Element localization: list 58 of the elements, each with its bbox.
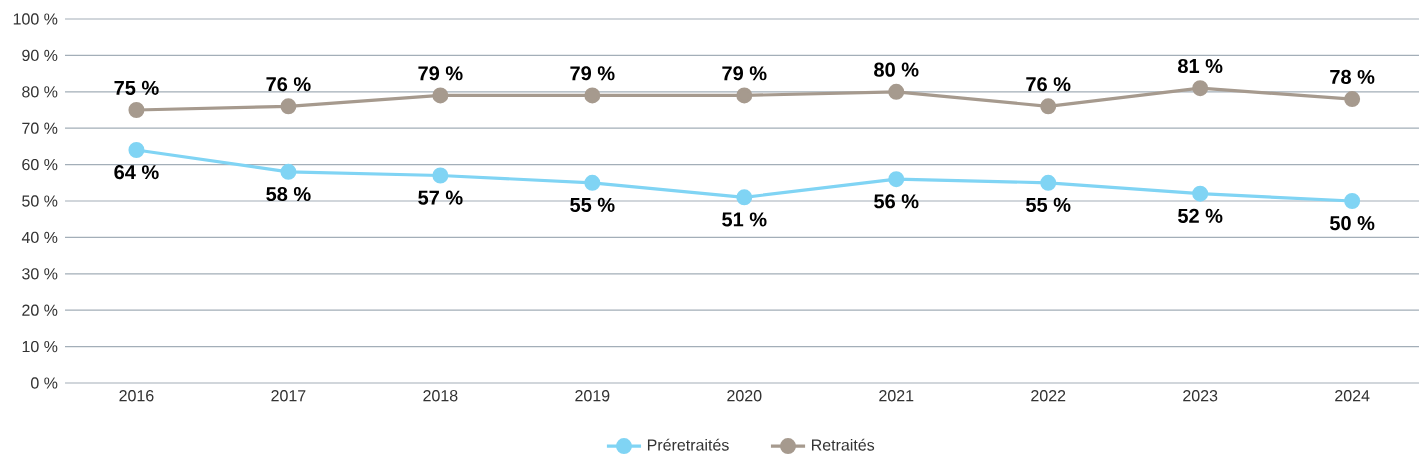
- y-tick-label: 40 %: [21, 231, 58, 244]
- point: [1192, 185, 1209, 202]
- y-tick-label: 100 %: [13, 13, 58, 25]
- data-label: 76 %: [1026, 77, 1071, 92]
- y-tick-label: 0 %: [31, 377, 58, 389]
- legend-label: Retraités: [812, 438, 875, 451]
- data-label: 50 %: [1329, 216, 1375, 231]
- point: [736, 189, 753, 206]
- point: [280, 163, 297, 180]
- data-label: 52 %: [1178, 208, 1223, 223]
- data-label: 81 %: [1178, 58, 1223, 74]
- point: [1344, 91, 1361, 108]
- y-tick-label: 80 %: [22, 86, 58, 98]
- x-tick-label: 2024: [1335, 390, 1370, 402]
- y-tick-label: 60 %: [22, 158, 58, 171]
- data-label: 55 %: [1026, 197, 1071, 212]
- point: [1040, 174, 1057, 191]
- data-label: 75 %: [114, 80, 159, 95]
- y-tick-label: 10 %: [22, 340, 58, 353]
- data-label: 64 %: [114, 165, 159, 180]
- point: [1192, 80, 1209, 97]
- point: [888, 171, 905, 188]
- point: [432, 87, 449, 104]
- x-tick-label: 2016: [119, 390, 154, 402]
- x-tick-label: 2020: [727, 390, 762, 402]
- data-label: 55 %: [570, 197, 615, 212]
- y-tick-label: 70 %: [22, 122, 58, 134]
- point: [736, 87, 753, 104]
- y-tick-label: 50 %: [22, 195, 58, 207]
- point: [128, 101, 145, 118]
- x-tick-label: 2019: [575, 390, 610, 402]
- x-tick-label: 2022: [1031, 390, 1066, 402]
- legend-label: Préretraités: [647, 438, 729, 451]
- data-label: 58 %: [266, 186, 311, 202]
- data-label: 78 %: [1330, 69, 1375, 84]
- y-tick-label: 90 %: [22, 49, 58, 62]
- x-tick-label: 2017: [271, 390, 306, 402]
- data-label: 51 %: [722, 212, 767, 227]
- point: [1040, 98, 1057, 115]
- y-tick-label: 30 %: [22, 268, 58, 280]
- x-tick-label: 2018: [423, 390, 458, 402]
- data-label: 76 %: [266, 77, 311, 92]
- point: [584, 174, 601, 191]
- x-tick-label: 2023: [1183, 390, 1218, 402]
- x-tick-label: 2021: [879, 390, 914, 402]
- data-label: 56 %: [874, 194, 919, 209]
- data-label: 80 %: [874, 62, 919, 77]
- point: [584, 87, 601, 104]
- data-label: 79 %: [570, 66, 615, 81]
- data-label: 79 %: [722, 66, 767, 81]
- data-label: 57 %: [418, 190, 463, 205]
- y-tick-label: 20 %: [22, 304, 58, 316]
- point: [1344, 192, 1361, 209]
- data-label: 79 %: [418, 66, 463, 81]
- point: [888, 83, 905, 100]
- point: [432, 167, 449, 184]
- point: [280, 98, 297, 115]
- point: [128, 142, 145, 159]
